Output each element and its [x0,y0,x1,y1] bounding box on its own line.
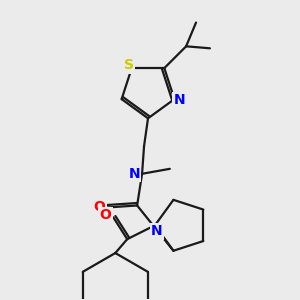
Text: N: N [128,167,140,181]
Text: O: O [100,208,111,222]
Text: N: N [151,224,163,238]
Text: S: S [124,58,134,72]
Text: N: N [173,93,185,107]
Text: O: O [94,200,105,214]
